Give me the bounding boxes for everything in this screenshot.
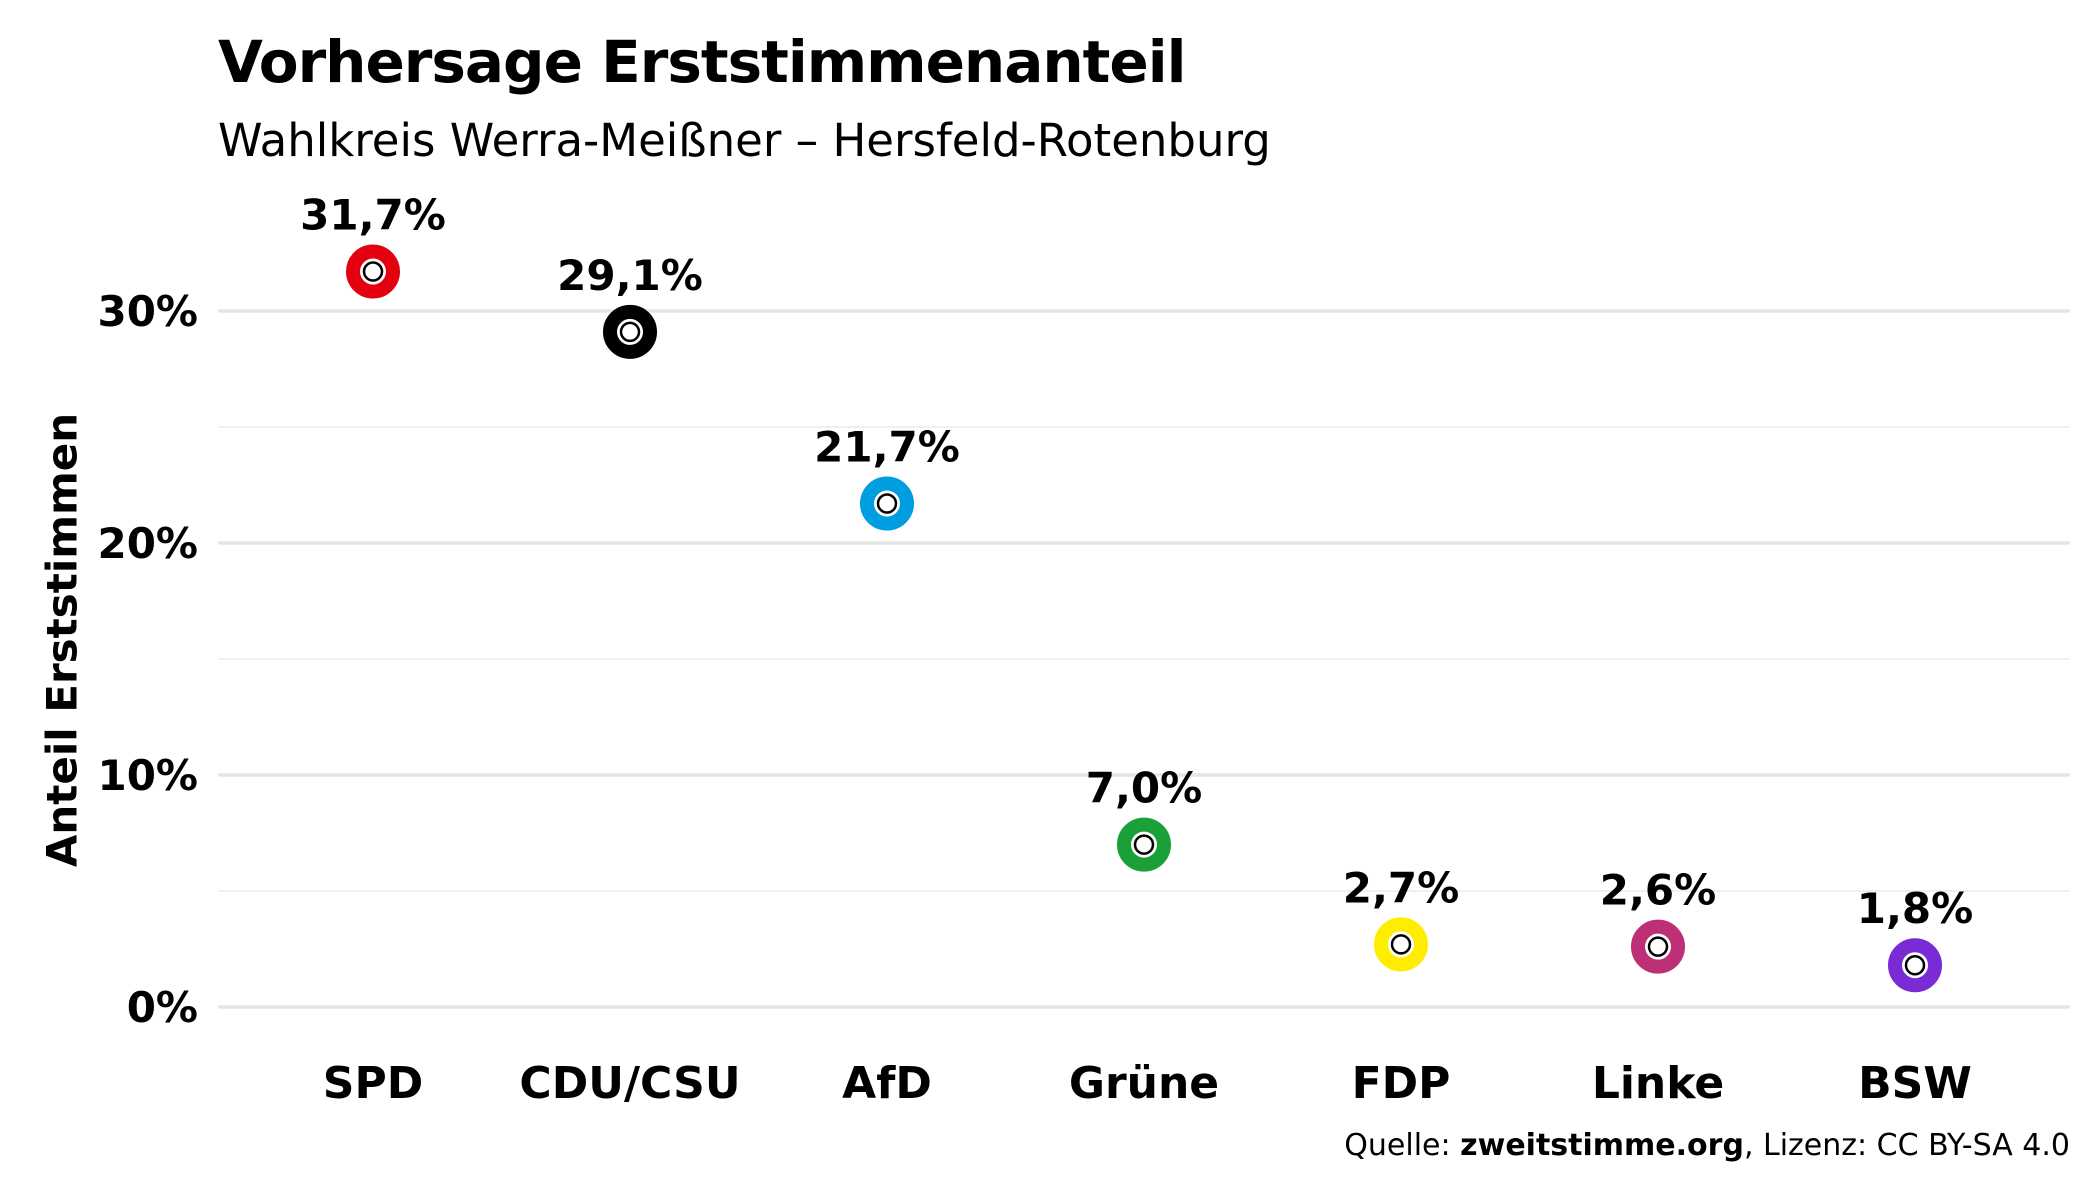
x-tick-label: FDP: [1352, 1058, 1451, 1109]
data-point-center: [876, 493, 898, 514]
x-tick-label: CDU/CSU: [519, 1058, 740, 1109]
data-point-ring: [1374, 917, 1428, 972]
data-point-gr-ne: [1117, 817, 1171, 872]
data-point-center: [362, 261, 384, 282]
caption-source: zweitstimme.org: [1460, 1128, 1744, 1163]
data-label: 31,7%: [300, 191, 446, 240]
data-point-ring: [1888, 938, 1942, 993]
data-point-center: [1390, 934, 1412, 955]
data-point-ring: [346, 244, 400, 299]
data-point-spd: [346, 244, 400, 299]
x-tick-label: Grüne: [1069, 1058, 1219, 1109]
data-point-center: [1904, 954, 1926, 976]
caption-prefix: Quelle:: [1344, 1128, 1461, 1163]
data-point-center: [1647, 936, 1669, 957]
x-tick-labels: SPD CDU/CSU AfD Grüne FDP Linke BSW: [323, 1058, 1972, 1109]
data-point-center: [619, 321, 641, 343]
data-point-afd: [860, 476, 914, 531]
y-tick-label: 20%: [97, 519, 198, 568]
data-point-ring: [1631, 919, 1685, 974]
data-label: 29,1%: [557, 251, 703, 300]
y-tick-label: 0%: [127, 983, 198, 1032]
data-points: [346, 244, 1942, 993]
data-point-ring: [860, 476, 914, 531]
y-tick-label: 30%: [97, 287, 198, 336]
data-label: 21,7%: [814, 423, 960, 472]
grid-layer: [218, 309, 2070, 1009]
chart-subtitle: Wahlkreis Werra-Meißner – Hersfeld-Roten…: [218, 114, 1271, 167]
data-point-fdp: [1374, 917, 1428, 972]
y-tick-labels: 0% 10% 20% 30%: [97, 287, 198, 1032]
data-point-bsw: [1888, 938, 1942, 993]
data-label: 2,7%: [1343, 863, 1459, 912]
chart-title: Vorhersage Erststimmenanteil: [218, 28, 1186, 96]
data-point-ring: [1117, 817, 1171, 872]
caption-suffix: , Lizenz: CC BY-SA 4.0: [1743, 1128, 2070, 1163]
y-tick-label: 10%: [97, 751, 198, 800]
data-point-center: [1133, 834, 1155, 855]
x-tick-label: Linke: [1592, 1058, 1724, 1109]
data-label: 2,6%: [1600, 866, 1716, 915]
x-tick-label: BSW: [1858, 1058, 1972, 1109]
data-point-ring: [603, 304, 657, 359]
x-tick-label: SPD: [323, 1058, 423, 1109]
data-point-linke: [1631, 919, 1685, 974]
data-point-cdu-csu: [603, 304, 657, 359]
data-label: 7,0%: [1086, 764, 1202, 813]
data-label: 1,8%: [1857, 884, 1973, 933]
data-labels: 31,7% 29,1% 21,7% 7,0% 2,7% 2,6% 1,8%: [300, 191, 1973, 934]
source-caption: Quelle: zweitstimme.org, Lizenz: CC BY-S…: [1344, 1128, 2070, 1163]
x-tick-label: AfD: [842, 1058, 932, 1109]
